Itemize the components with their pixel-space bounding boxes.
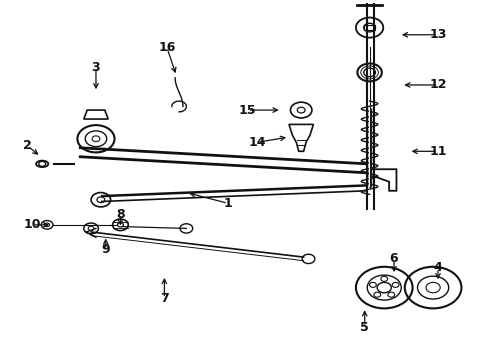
Text: 7: 7 <box>160 292 169 305</box>
Text: 1: 1 <box>223 197 232 210</box>
Text: 4: 4 <box>434 261 442 274</box>
Text: 6: 6 <box>390 252 398 265</box>
Text: 13: 13 <box>429 28 447 41</box>
Text: 8: 8 <box>116 208 125 221</box>
Bar <box>364 25 375 30</box>
Text: 9: 9 <box>101 243 110 256</box>
Text: 11: 11 <box>429 145 447 158</box>
Text: 2: 2 <box>23 139 32 152</box>
Text: 5: 5 <box>360 320 369 333</box>
Text: 10: 10 <box>24 218 41 231</box>
Text: 12: 12 <box>429 78 447 91</box>
Text: 3: 3 <box>92 60 100 73</box>
Text: 16: 16 <box>158 41 175 54</box>
Text: 15: 15 <box>239 104 256 117</box>
Text: 14: 14 <box>248 136 266 149</box>
